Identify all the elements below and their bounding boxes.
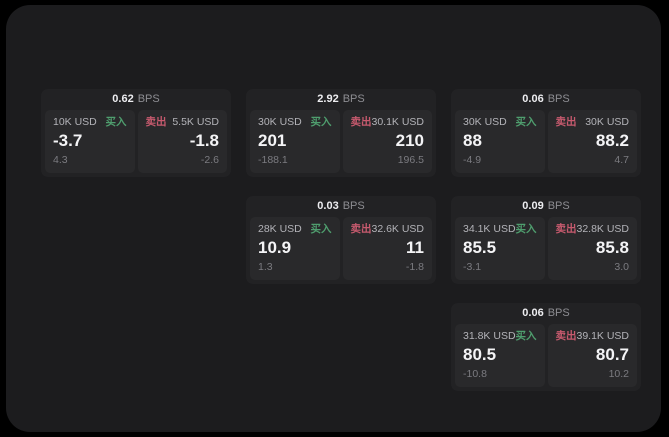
buy-amount: 28K USD (258, 223, 302, 235)
buy-label: 买入 (515, 330, 537, 342)
buy-price: -3.7 (53, 131, 83, 150)
bps-value: 0.06 (522, 93, 544, 105)
sell-delta: 196.5 (397, 154, 424, 166)
bps-header: 0.62 BPS (41, 89, 231, 110)
buy-label: 买入 (515, 116, 537, 128)
quote-card-5: 0.09 BPS 34.1K USD 买入 85.5 -3.1 卖出 32.8K… (451, 196, 641, 284)
bps-header: 2.92 BPS (246, 89, 436, 110)
bps-suffix-label: BPS (547, 307, 570, 319)
buy-tile[interactable]: 30K USD 买入 201 -188.1 (250, 110, 340, 173)
buy-amount: 30K USD (258, 116, 302, 128)
sell-amount: 39.1K USD (576, 330, 630, 342)
buy-price: 201 (258, 131, 287, 150)
buy-amount: 10K USD (53, 116, 97, 128)
sell-tile[interactable]: 卖出 39.1K USD 80.7 10.2 (547, 324, 637, 387)
buy-delta: -4.9 (463, 154, 482, 166)
buy-price: 88 (463, 131, 482, 150)
bps-header: 0.06 BPS (451, 303, 641, 324)
sell-label: 卖出 (555, 330, 577, 342)
sell-price: 88.2 (595, 131, 629, 150)
bps-value: 0.03 (317, 200, 339, 212)
sell-amount: 30.1K USD (371, 116, 425, 128)
buy-amount: 31.8K USD (463, 330, 516, 342)
sell-tile[interactable]: 卖出 30K USD 88.2 4.7 (547, 110, 637, 173)
quote-card-4: 0.03 BPS 28K USD 买入 10.9 1.3 卖出 32.6K US… (246, 196, 436, 284)
sell-amount: 32.6K USD (371, 223, 425, 235)
sell-tile[interactable]: 卖出 32.6K USD 11 -1.8 (342, 217, 432, 280)
buy-label: 买入 (310, 223, 332, 235)
sell-price: -1.8 (189, 131, 219, 150)
sell-label: 卖出 (350, 116, 372, 128)
bps-header: 0.09 BPS (451, 196, 641, 217)
buy-label: 买入 (105, 116, 127, 128)
buy-delta: 1.3 (258, 261, 273, 273)
sell-amount: 30K USD (585, 116, 629, 128)
sell-label: 卖出 (555, 116, 577, 128)
sell-amount: 32.8K USD (576, 223, 630, 235)
sell-tile[interactable]: 卖出 5.5K USD -1.8 -2.6 (137, 110, 227, 173)
buy-tile[interactable]: 31.8K USD 买入 80.5 -10.8 (455, 324, 545, 387)
sell-delta: -1.8 (405, 261, 424, 273)
buy-delta: -3.1 (463, 261, 482, 273)
bps-suffix-label: BPS (137, 93, 160, 105)
sell-label: 卖出 (555, 223, 577, 235)
bps-suffix-label: BPS (547, 93, 570, 105)
quote-card-1: 0.62 BPS 10K USD 买入 -3.7 4.3 卖出 5.5K USD… (41, 89, 231, 177)
bps-header: 0.03 BPS (246, 196, 436, 217)
quote-card-6: 0.06 BPS 31.8K USD 买入 80.5 -10.8 卖出 39.1… (451, 303, 641, 391)
sell-delta: 3.0 (614, 261, 629, 273)
bps-header: 0.06 BPS (451, 89, 641, 110)
buy-amount: 30K USD (463, 116, 507, 128)
bps-value: 0.09 (522, 200, 544, 212)
sell-price: 80.7 (595, 345, 629, 364)
quote-card-3: 0.06 BPS 30K USD 买入 88 -4.9 卖出 30K USD 8… (451, 89, 641, 177)
sell-delta: -2.6 (200, 154, 219, 166)
buy-tile[interactable]: 28K USD 买入 10.9 1.3 (250, 217, 340, 280)
bps-value: 0.06 (522, 307, 544, 319)
buy-price: 85.5 (463, 238, 497, 257)
buy-delta: -188.1 (258, 154, 288, 166)
sell-tile[interactable]: 卖出 32.8K USD 85.8 3.0 (547, 217, 637, 280)
buy-price: 10.9 (258, 238, 292, 257)
buy-price: 80.5 (463, 345, 497, 364)
buy-tile[interactable]: 30K USD 买入 88 -4.9 (455, 110, 545, 173)
sell-tile[interactable]: 卖出 30.1K USD 210 196.5 (342, 110, 432, 173)
main-panel: 0.62 BPS 10K USD 买入 -3.7 4.3 卖出 5.5K USD… (6, 5, 661, 432)
sell-price: 85.8 (595, 238, 629, 257)
bps-suffix-label: BPS (342, 93, 365, 105)
sell-label: 卖出 (145, 116, 167, 128)
bps-suffix-label: BPS (342, 200, 365, 212)
sell-delta: 4.7 (614, 154, 629, 166)
sell-delta: 10.2 (608, 368, 629, 380)
buy-label: 买入 (515, 223, 537, 235)
bps-value: 0.62 (112, 93, 134, 105)
buy-tile[interactable]: 34.1K USD 买入 85.5 -3.1 (455, 217, 545, 280)
bps-value: 2.92 (317, 93, 339, 105)
bps-suffix-label: BPS (547, 200, 570, 212)
sell-label: 卖出 (350, 223, 372, 235)
sell-amount: 5.5K USD (172, 116, 219, 128)
sell-price: 11 (406, 238, 424, 257)
quote-card-2: 2.92 BPS 30K USD 买入 201 -188.1 卖出 30.1K … (246, 89, 436, 177)
buy-delta: -10.8 (463, 368, 487, 380)
buy-amount: 34.1K USD (463, 223, 516, 235)
buy-tile[interactable]: 10K USD 买入 -3.7 4.3 (45, 110, 135, 173)
buy-delta: 4.3 (53, 154, 68, 166)
buy-label: 买入 (310, 116, 332, 128)
sell-price: 210 (395, 131, 424, 150)
